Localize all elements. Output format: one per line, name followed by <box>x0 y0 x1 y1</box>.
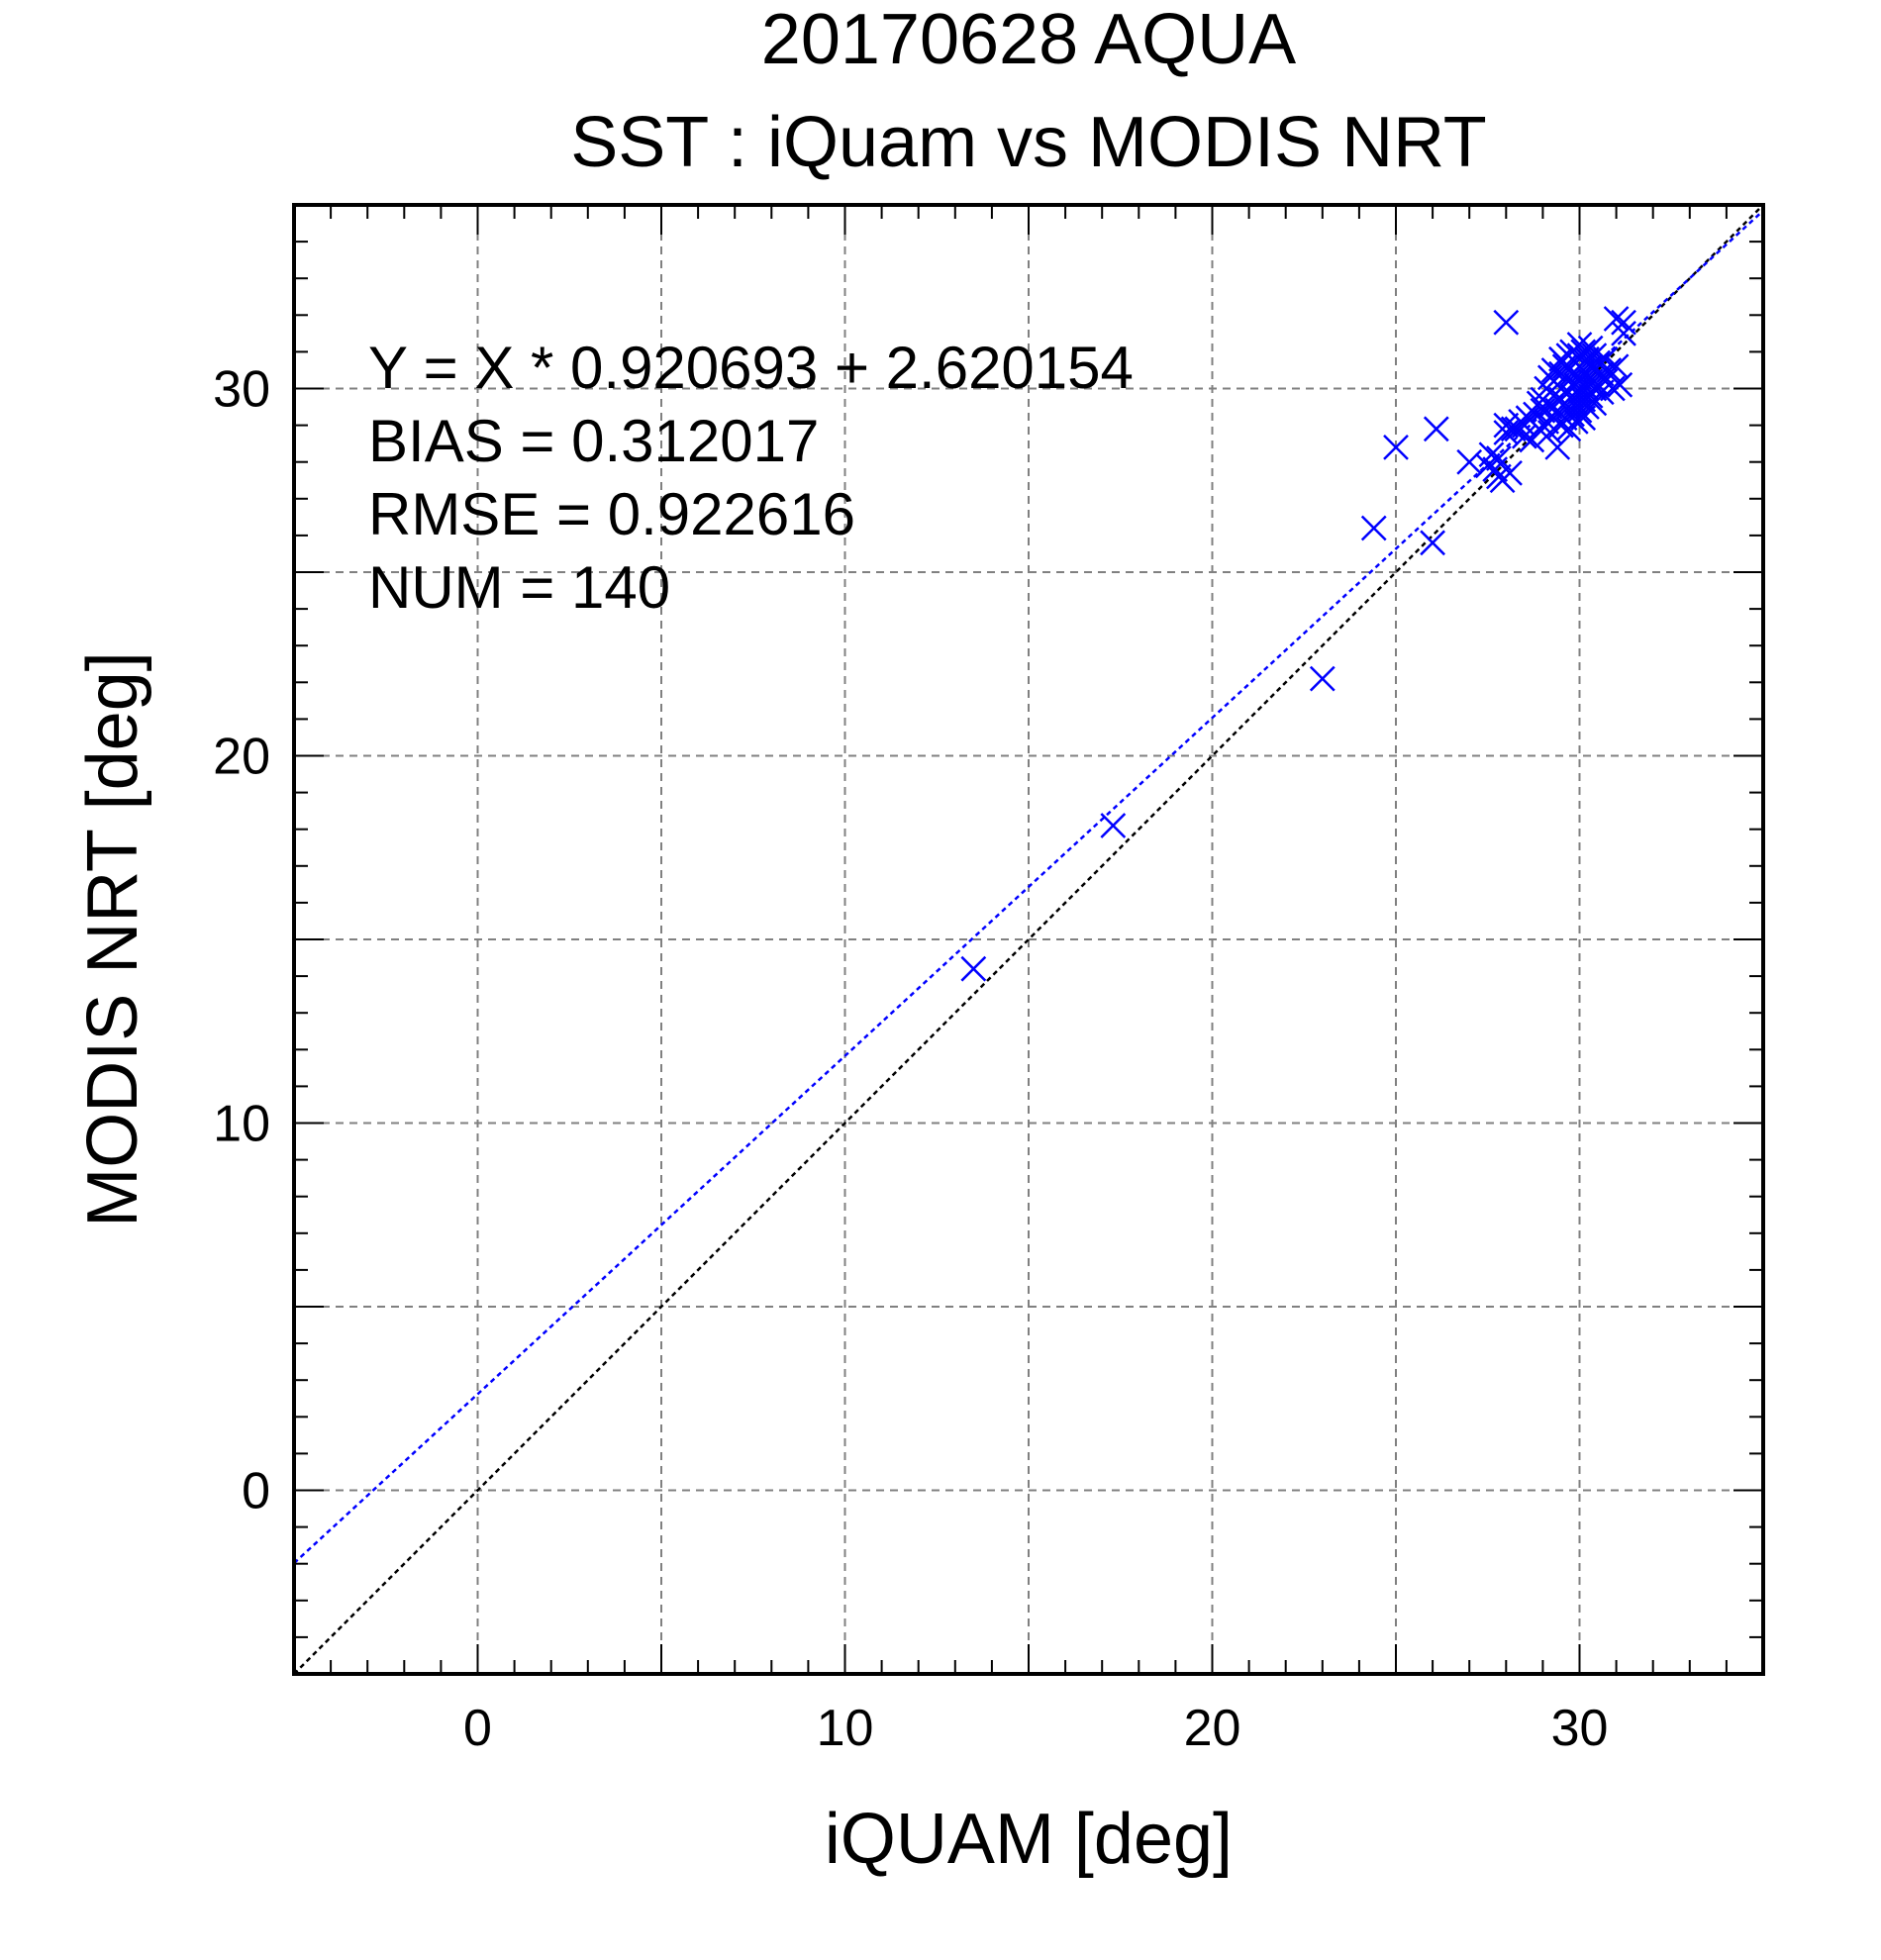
data-point <box>1360 515 1387 541</box>
x-axis-label: iQUAM [deg] <box>825 1800 1233 1879</box>
data-points <box>960 306 1636 982</box>
data-point <box>1611 320 1636 346</box>
x-tick-label: 10 <box>817 1700 874 1757</box>
x-tick-label: 30 <box>1551 1700 1609 1757</box>
y-tick-labels: 0 10 20 30 <box>213 361 270 1520</box>
x-tick-labels: 0 10 20 30 <box>463 1700 1608 1757</box>
data-point <box>1577 335 1604 361</box>
x-tick-label: 20 <box>1184 1700 1241 1757</box>
data-point <box>1423 416 1449 442</box>
one-to-one-line <box>294 205 1763 1674</box>
fit-statistics: Y = X * 0.920693 + 2.620154 BIAS = 0.312… <box>368 335 1134 621</box>
y-tick-label: 0 <box>242 1463 270 1520</box>
annotation-rmse: RMSE = 0.922616 <box>368 481 855 547</box>
data-point <box>1607 371 1634 398</box>
reference-lines <box>294 205 1763 1674</box>
plot-frame <box>292 203 1765 1676</box>
data-point <box>1497 459 1523 486</box>
data-point <box>1309 665 1336 692</box>
y-tick-label: 20 <box>213 729 270 786</box>
data-point <box>1383 434 1409 460</box>
tick-marks <box>293 204 1764 1675</box>
annotation-equation: Y = X * 0.920693 + 2.620154 <box>368 335 1134 401</box>
annotation-num: NUM = 140 <box>368 554 670 621</box>
grid-layer <box>294 205 1763 1674</box>
data-point <box>1611 309 1636 336</box>
data-point <box>1493 309 1520 336</box>
data-point <box>1600 375 1626 402</box>
data-point <box>1485 445 1512 471</box>
data-point <box>1603 306 1630 332</box>
y-tick-label: 10 <box>213 1096 270 1153</box>
data-point <box>1100 813 1127 838</box>
x-tick-label: 0 <box>463 1700 492 1757</box>
data-point <box>960 955 987 982</box>
annotation-bias: BIAS = 0.312017 <box>368 408 819 474</box>
data-point <box>1420 530 1445 556</box>
data-point <box>1519 427 1545 453</box>
data-point <box>1544 434 1571 460</box>
chart-title: 20170628 AQUA <box>761 0 1296 79</box>
chart-subtitle: SST : iQuam vs MODIS NRT <box>570 103 1487 182</box>
y-axis-label: MODIS NRT [deg] <box>73 651 152 1227</box>
regression-fit-line <box>294 209 1763 1565</box>
data-point <box>1588 360 1615 387</box>
y-tick-label: 30 <box>213 361 270 419</box>
